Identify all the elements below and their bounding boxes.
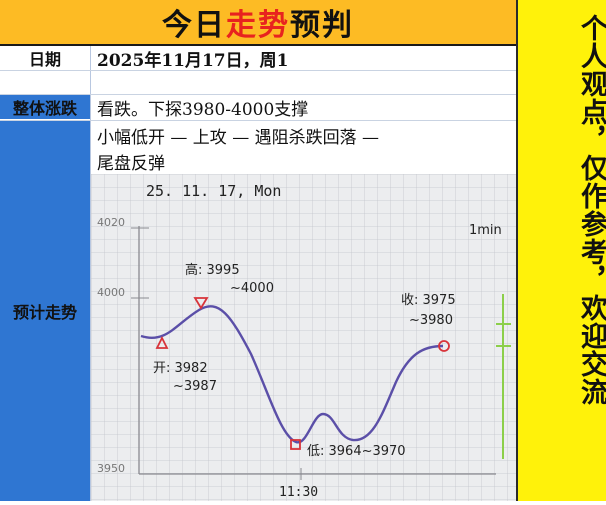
y-label-top: 4020	[97, 216, 125, 229]
overall-label: 整体涨跌	[0, 95, 90, 119]
high-marker	[193, 297, 209, 310]
low-marker	[290, 439, 301, 450]
price-curve	[140, 305, 444, 444]
page-title: 今日 走势 预判	[0, 0, 516, 46]
y-label-bottom: 3950	[97, 462, 125, 475]
y-label-mid: 4000	[97, 286, 125, 299]
close-marker	[438, 340, 450, 352]
side-note-panel: 个人观点，仅作参考，欢迎交流	[516, 0, 606, 501]
open-sub: ~3987	[173, 379, 217, 394]
title-part2: 预判	[290, 8, 354, 43]
date-label: 日期	[28, 50, 61, 69]
title-part1: 今日	[162, 8, 226, 43]
divider	[0, 94, 516, 95]
trend-summary-line1: 小幅低开 — 上攻 — 遇阻杀跌回落 —	[97, 127, 380, 148]
close-sub: ~3980	[409, 313, 453, 328]
side-note: 个人观点，仅作参考，欢迎交流	[576, 14, 606, 406]
overall-value: 看跌。下探3980-4000支撑	[97, 99, 309, 120]
divider	[0, 70, 516, 71]
sketch-date: 25. 11. 17, Mon	[146, 182, 281, 200]
date-value: 2025年11月17日，周1	[97, 50, 289, 71]
close-label: 收: 3975	[401, 293, 456, 308]
trend-label: 预计走势	[0, 121, 90, 501]
open-marker	[155, 335, 169, 349]
low-label: 低: 3964~3970	[307, 444, 406, 459]
open-label: 开: 3982	[153, 361, 208, 376]
trend-summary-line2: 尾盘反弹	[97, 153, 165, 174]
high-label: 高: 3995	[185, 262, 240, 278]
timeframe-label: 1min	[469, 223, 502, 238]
sketch-chart: 25. 11. 17, Mon 1min 4020 4000 3950 11:3…	[91, 174, 516, 501]
title-highlight: 走势	[226, 8, 290, 43]
high-sub: ~4000	[230, 281, 274, 296]
divider	[0, 120, 516, 121]
x-label: 11:30	[279, 485, 318, 500]
sketch-photo: 25. 11. 17, Mon 1min 4020 4000 3950 11:3…	[91, 174, 516, 501]
